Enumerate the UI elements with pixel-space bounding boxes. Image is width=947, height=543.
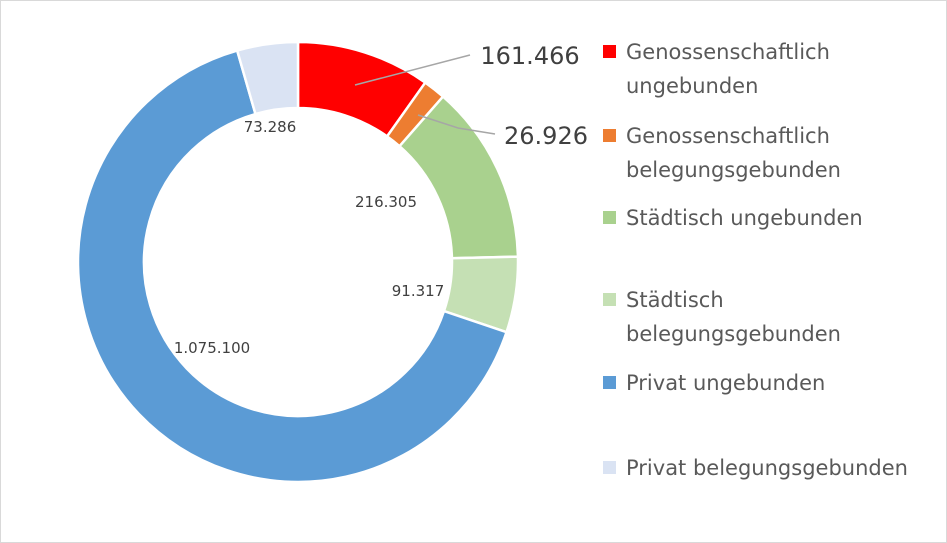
legend-item-staedtisch-belegungsgebunden: Städtisch belegungsgebunden [603, 286, 841, 351]
legend-swatch-privat-belegungsgebunden [603, 461, 616, 474]
leader-line-genossenschaftlich-ungebunden [354, 54, 471, 86]
legend-swatch-staedtisch-ungebunden [603, 211, 616, 224]
data-label-staedtisch-ungebunden: 216.305 [355, 193, 417, 211]
legend-label-privat-belegungsgebunden: Privat belegungsgebunden [626, 456, 908, 480]
legend-swatch-privat-ungebunden [603, 376, 616, 389]
slice-privat-ungebunden [76, 49, 509, 484]
data-label-privat-ungebunden: 1.075.100 [174, 339, 250, 357]
data-label-privat-belegungsgebunden: 73.286 [244, 118, 297, 136]
legend-swatch-staedtisch-belegungsgebunden [603, 293, 616, 306]
slice-privat-belegungsgebunden [235, 40, 300, 116]
legend-item-privat-belegungsgebunden: Privat belegungsgebunden [603, 454, 908, 485]
legend-item-staedtisch-ungebunden: Städtisch ungebunden [603, 204, 863, 235]
legend-label-staedtisch-ungebunden: Städtisch ungebunden [626, 206, 863, 230]
data-label-staedtisch-belegungsgebunden: 91.317 [392, 282, 445, 300]
doughnut-chart: 161.466 26.926 216.305 91.317 1.075.100 73.28… [76, 40, 588, 484]
legend-label-genossenschaftlich-ungebunden: Genossenschaftlich ungebunden [626, 40, 830, 98]
data-label-genossenschaftlich-ungebunden: 161.466 [480, 42, 579, 70]
legend-item-privat-ungebunden: Privat ungebunden [603, 369, 825, 400]
legend-item-genossenschaftlich-ungebunden: Genossenschaftlich ungebunden [603, 38, 830, 103]
data-label-genossenschaftlich-belegungsgebunden: 26.926 [504, 122, 588, 150]
legend-label-privat-ungebunden: Privat ungebunden [626, 371, 826, 395]
legend-item-genossenschaftlich-belegungsgebunden: Genossenschaftlich belegungsgebunden [603, 122, 841, 187]
legend-swatch-genossenschaftlich-ungebunden [603, 45, 616, 58]
leader-line-genossenschaftlich-belegungsgebunden [417, 114, 496, 135]
legend-label-genossenschaftlich-belegungsgebunden: Genossenschaftlich belegungsgebunden [626, 124, 841, 182]
legend-label-staedtisch-belegungsgebunden: Städtisch belegungsgebunden [626, 288, 841, 346]
legend-swatch-genossenschaftlich-belegungsgebunden [603, 129, 616, 142]
